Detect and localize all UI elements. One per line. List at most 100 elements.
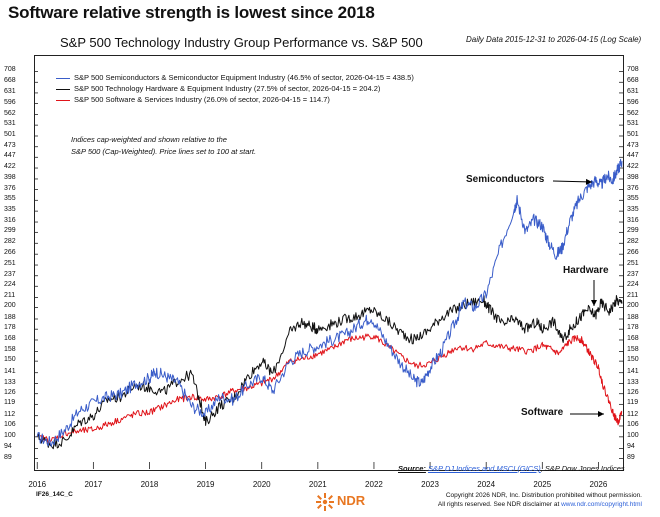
source-link[interactable]: S&P DJ Indices and MSCI (GICS): [428, 464, 541, 473]
y-tick-label-right: 126: [627, 388, 639, 396]
y-tick-label-left: 266: [4, 249, 16, 257]
y-tick-label-left: 422: [4, 163, 16, 171]
y-tick-label-right: 200: [627, 302, 639, 310]
y-tick-label-right: 299: [627, 227, 639, 235]
y-tick-label-right: 531: [627, 120, 639, 128]
y-tick-label-right: 100: [627, 431, 639, 439]
y-tick-label-left: 158: [4, 346, 16, 354]
note-line-1: Indices cap-weighted and shown relative …: [71, 135, 227, 144]
y-tick-label-left: 200: [4, 302, 16, 310]
annotation-semiconductors: Semiconductors: [466, 174, 545, 185]
y-tick-label-left: 668: [4, 77, 16, 85]
y-tick-label-right: 211: [627, 292, 639, 300]
x-tick-label: 2019: [196, 480, 215, 489]
y-tick-label-left: 106: [4, 420, 16, 428]
y-tick-label-left: 126: [4, 388, 16, 396]
y-tick-label-right: 158: [627, 346, 639, 354]
y-tick-label-right: 473: [627, 141, 639, 149]
copyright-line-2: All rights reserved. See NDR disclaimer …: [402, 500, 642, 509]
y-tick-label-left: 376: [4, 184, 16, 192]
legend-label-hardware: S&P 500 Technology Hardware & Equipment …: [74, 84, 381, 93]
legend-item-hardware: S&P 500 Technology Hardware & Equipment …: [56, 84, 380, 93]
y-tick-label-left: 188: [4, 313, 16, 321]
legend-swatch-hardware: [56, 88, 70, 90]
chart-subtitle: Daily Data 2015-12-31 to 2026-04-15 (Log…: [466, 35, 642, 44]
legend-label-software: S&P 500 Software & Services Industry (26…: [74, 95, 330, 104]
y-tick-label-left: 398: [4, 173, 16, 181]
y-tick-label-right: 355: [627, 195, 639, 203]
y-tick-label-right: 422: [627, 163, 639, 171]
ndr-logo-icon: [316, 493, 334, 511]
y-tick-label-right: 316: [627, 217, 639, 225]
y-tick-label-right: 501: [627, 130, 639, 138]
series-line-hardware: [36, 295, 623, 450]
y-tick-label-left: 94: [4, 443, 12, 451]
copyright-link[interactable]: www.ndr.com/copyright.html: [561, 501, 642, 508]
annotation-software: Software: [521, 407, 564, 418]
y-tick-label-right: 251: [627, 260, 639, 268]
y-tick-label-right: 596: [627, 98, 639, 106]
plot-frame: [34, 55, 624, 471]
y-tick-label-left: 355: [4, 195, 16, 203]
y-tick-label-right: 141: [627, 367, 639, 375]
x-tick-label: 2022: [365, 480, 383, 489]
y-tick-label-right: 133: [627, 378, 639, 386]
x-tick-label: 2017: [84, 480, 103, 489]
x-tick-label: 2026: [589, 480, 608, 489]
source-label: Source:: [398, 464, 426, 473]
copyright-line-2-text: All rights reserved. See NDR disclaimer …: [437, 501, 562, 508]
source-suffix: , S&P Dow Jones Indices: [540, 464, 625, 473]
y-tick-label-left: 150: [4, 356, 16, 364]
y-tick-label-left: 112: [4, 410, 16, 418]
y-tick-label-right: 224: [627, 281, 639, 289]
y-tick-label-right: 376: [627, 184, 639, 192]
y-tick-label-right: 282: [627, 238, 639, 246]
copyright-line-1: Copyright 2026 NDR, Inc. Distribution pr…: [445, 492, 642, 499]
source-note: Source: S&P DJ Indices and MSCI (GICS), …: [398, 464, 625, 473]
legend-swatch-software: [56, 99, 70, 101]
y-tick-label-left: 473: [4, 141, 16, 149]
y-tick-label-right: 266: [627, 249, 639, 257]
y-tick-label-right: 119: [627, 399, 639, 407]
y-tick-label-left: 282: [4, 238, 16, 246]
x-tick-label: 2024: [477, 480, 496, 489]
y-tick-label-left: 89: [4, 453, 12, 461]
chart-title: S&P 500 Technology Industry Group Perfor…: [60, 35, 423, 50]
y-tick-label-left: 133: [4, 378, 16, 386]
y-tick-label-right: 168: [627, 334, 639, 342]
y-tick-label-right: 112: [627, 410, 639, 418]
y-tick-label-left: 211: [4, 292, 16, 300]
x-tick-label: 2018: [140, 480, 159, 489]
legend-item-software: S&P 500 Software & Services Industry (26…: [56, 95, 330, 104]
y-tick-label-left: 119: [4, 399, 16, 407]
y-tick-label-right: 150: [627, 356, 639, 364]
y-tick-label-left: 178: [4, 324, 16, 332]
y-tick-label-left: 237: [4, 270, 16, 278]
annotation-arrow-software: [570, 411, 604, 417]
legend-item-semis: S&P 500 Semiconductors & Semiconductor E…: [56, 73, 414, 82]
y-tick-label-right: 562: [627, 109, 639, 117]
annotation-arrow-semiconductors: [552, 178, 593, 185]
y-tick-label-right: 89: [627, 453, 635, 461]
y-tick-label-right: 188: [627, 313, 639, 321]
y-tick-label-right: 106: [627, 420, 639, 428]
y-tick-label-right: 631: [627, 87, 639, 95]
y-tick-label-left: 299: [4, 227, 16, 235]
x-tick-label: 2023: [421, 480, 439, 489]
y-tick-label-left: 335: [4, 206, 16, 214]
series-line-software: [36, 333, 623, 444]
x-tick-label: 2021: [308, 480, 327, 489]
annotation-hardware: Hardware: [563, 265, 609, 276]
y-tick-label-left: 501: [4, 130, 16, 138]
y-tick-label-left: 251: [4, 260, 16, 268]
y-tick-label-left: 596: [4, 98, 16, 106]
annotation-arrow-hardware: [591, 280, 597, 306]
chart-note: Indices cap-weighted and shown relative …: [71, 134, 271, 158]
y-tick-label-left: 100: [4, 431, 16, 439]
y-tick-label-right: 94: [627, 443, 635, 451]
y-tick-label-right: 708: [627, 66, 639, 74]
y-tick-label-right: 668: [627, 77, 639, 85]
y-tick-label-left: 316: [4, 217, 16, 225]
legend-label-semis: S&P 500 Semiconductors & Semiconductor E…: [74, 73, 414, 82]
